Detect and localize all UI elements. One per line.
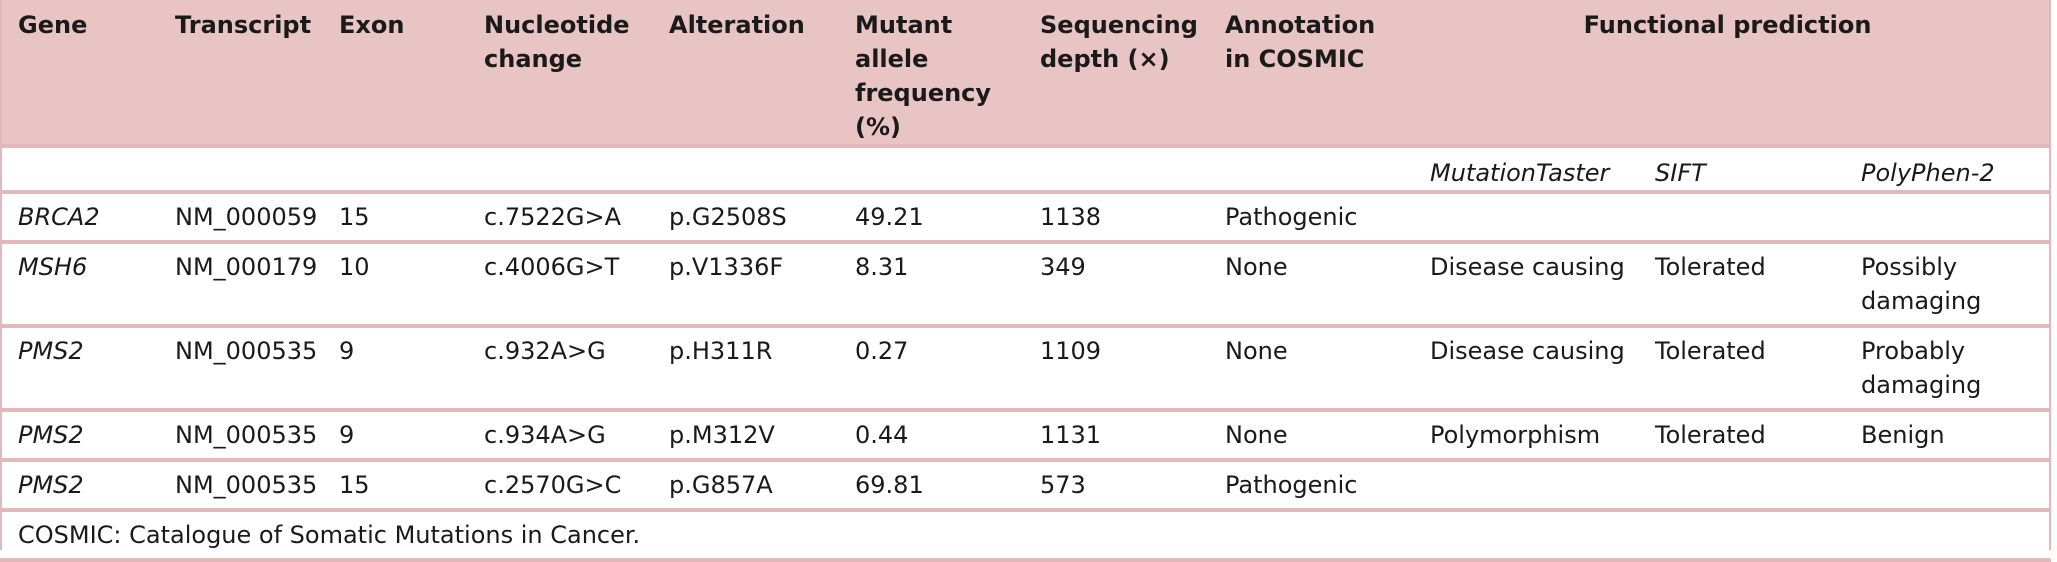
cell-exon: 9	[321, 410, 466, 462]
cell-cosmic: None	[1207, 410, 1412, 462]
cell-nucleotide: c.7522G>A	[466, 192, 651, 244]
header-mutant-allele-frequency: Mutant allele frequency (%)	[837, 0, 1022, 148]
subheader-row: MutationTaster SIFT PolyPhen-2	[0, 146, 2052, 194]
cell-mutationtaster: Polymorphism	[1412, 410, 1637, 462]
cell-maf: 8.31	[837, 242, 1022, 328]
table-footnote: COSMIC: Catalogue of Somatic Mutations i…	[0, 510, 2052, 562]
cell-nucleotide: c.932A>G	[466, 326, 651, 412]
cell-polyphen: Possibly damaging	[1843, 242, 2052, 328]
cell-depth: 1109	[1022, 326, 1207, 412]
header-sequencing-depth: Sequencing depth (×)	[1022, 0, 1207, 148]
cell-depth: 1138	[1022, 192, 1207, 244]
cell-gene: PMS2	[0, 410, 157, 462]
cell-sift	[1637, 192, 1843, 244]
cell-cosmic: None	[1207, 242, 1412, 328]
cell-alteration: p.V1336F	[651, 242, 837, 328]
cell-sift: Tolerated	[1637, 410, 1843, 462]
header-exon: Exon	[321, 0, 466, 148]
subheader-polyphen: PolyPhen-2	[1843, 146, 2052, 194]
table-row: PMS2 NM_000535 9 c.932A>G p.H311R 0.27 1…	[0, 326, 2052, 412]
cell-depth: 573	[1022, 460, 1207, 512]
footnote-row: COSMIC: Catalogue of Somatic Mutations i…	[0, 510, 2052, 562]
cell-exon: 15	[321, 460, 466, 512]
subheader-spacer	[0, 146, 1412, 194]
cell-polyphen	[1843, 460, 2052, 512]
cell-depth: 1131	[1022, 410, 1207, 462]
table-right-border	[2049, 0, 2051, 550]
cell-cosmic: Pathogenic	[1207, 460, 1412, 512]
cell-nucleotide: c.934A>G	[466, 410, 651, 462]
header-transcript: Transcript	[157, 0, 321, 148]
subheader-mutationtaster: MutationTaster	[1412, 146, 1637, 194]
cell-gene: PMS2	[0, 326, 157, 412]
cell-transcript: NM_000535	[157, 326, 321, 412]
header-alteration: Alteration	[651, 0, 837, 148]
table-row: BRCA2 NM_000059 15 c.7522G>A p.G2508S 49…	[0, 192, 2052, 244]
cell-sift	[1637, 460, 1843, 512]
cell-transcript: NM_000535	[157, 460, 321, 512]
cell-mutationtaster	[1412, 460, 1637, 512]
cell-polyphen: Probably damaging	[1843, 326, 2052, 412]
table-row: MSH6 NM_000179 10 c.4006G>T p.V1336F 8.3…	[0, 242, 2052, 328]
header-nucleotide-change: Nucleotide change	[466, 0, 651, 148]
header-row: Gene Transcript Exon Nucleotide change A…	[0, 0, 2052, 148]
table-left-border	[0, 0, 2, 550]
cell-maf: 0.44	[837, 410, 1022, 462]
cell-mutationtaster: Disease causing	[1412, 242, 1637, 328]
cell-cosmic: None	[1207, 326, 1412, 412]
cell-mutationtaster: Disease causing	[1412, 326, 1637, 412]
subheader-sift: SIFT	[1637, 146, 1843, 194]
cell-depth: 349	[1022, 242, 1207, 328]
cell-transcript: NM_000535	[157, 410, 321, 462]
cell-maf: 49.21	[837, 192, 1022, 244]
cell-gene: PMS2	[0, 460, 157, 512]
cell-gene: MSH6	[0, 242, 157, 328]
cell-alteration: p.M312V	[651, 410, 837, 462]
cell-transcript: NM_000059	[157, 192, 321, 244]
table-row: PMS2 NM_000535 9 c.934A>G p.M312V 0.44 1…	[0, 410, 2052, 462]
cell-alteration: p.G2508S	[651, 192, 837, 244]
cell-transcript: NM_000179	[157, 242, 321, 328]
cell-cosmic: Pathogenic	[1207, 192, 1412, 244]
cell-nucleotide: c.2570G>C	[466, 460, 651, 512]
cell-exon: 10	[321, 242, 466, 328]
cell-nucleotide: c.4006G>T	[466, 242, 651, 328]
cell-gene: BRCA2	[0, 192, 157, 244]
cell-exon: 9	[321, 326, 466, 412]
cell-alteration: p.H311R	[651, 326, 837, 412]
cell-maf: 0.27	[837, 326, 1022, 412]
header-functional-prediction: Functional prediction	[1412, 0, 2052, 148]
cell-exon: 15	[321, 192, 466, 244]
cell-mutationtaster	[1412, 192, 1637, 244]
cell-sift: Tolerated	[1637, 242, 1843, 328]
header-cosmic-annotation: Annotation in COSMIC	[1207, 0, 1412, 148]
cell-alteration: p.G857A	[651, 460, 837, 512]
cell-maf: 69.81	[837, 460, 1022, 512]
table-row: PMS2 NM_000535 15 c.2570G>C p.G857A 69.8…	[0, 460, 2052, 512]
cell-sift: Tolerated	[1637, 326, 1843, 412]
cell-polyphen	[1843, 192, 2052, 244]
cell-polyphen: Benign	[1843, 410, 2052, 462]
header-gene: Gene	[0, 0, 157, 148]
